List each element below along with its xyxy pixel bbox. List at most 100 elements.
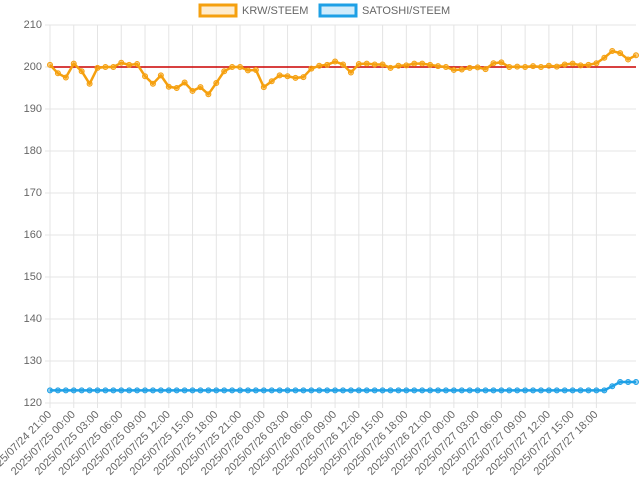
- point: [157, 387, 164, 394]
- point: [54, 70, 61, 77]
- point: [86, 80, 93, 87]
- point: [229, 387, 236, 394]
- point: [419, 60, 426, 67]
- point: [355, 61, 362, 68]
- point: [102, 387, 109, 394]
- point: [569, 387, 576, 394]
- y-tick-label: 170: [24, 187, 42, 199]
- point: [498, 387, 505, 394]
- point: [450, 66, 457, 73]
- point: [363, 60, 370, 67]
- point: [94, 64, 101, 71]
- point: [300, 74, 307, 81]
- point: [403, 387, 410, 394]
- point: [498, 59, 505, 66]
- point: [300, 387, 307, 394]
- point: [522, 387, 529, 394]
- y-tick-label: 180: [24, 145, 42, 157]
- point: [165, 387, 172, 394]
- point: [221, 387, 228, 394]
- point: [340, 387, 346, 394]
- point: [355, 387, 362, 394]
- point: [609, 383, 616, 390]
- point: [395, 62, 402, 69]
- point: [458, 387, 465, 394]
- point: [371, 387, 378, 394]
- point: [537, 387, 544, 394]
- point: [379, 387, 386, 394]
- point: [585, 387, 592, 394]
- point: [545, 62, 552, 69]
- point: [332, 58, 339, 65]
- point: [577, 387, 584, 394]
- point: [284, 387, 291, 394]
- point: [458, 66, 465, 73]
- point: [229, 64, 236, 70]
- point: [189, 87, 196, 94]
- point: [62, 74, 69, 81]
- point: [371, 61, 378, 68]
- point: [537, 64, 544, 70]
- point: [514, 387, 521, 394]
- point: [482, 387, 489, 394]
- point: [197, 387, 204, 394]
- point: [142, 73, 149, 80]
- point: [102, 64, 109, 70]
- point: [110, 64, 117, 70]
- point: [577, 62, 584, 69]
- point: [514, 63, 521, 70]
- point: [268, 387, 275, 394]
- point: [276, 387, 283, 394]
- point: [490, 60, 497, 67]
- point: [244, 67, 251, 74]
- point: [553, 387, 560, 394]
- y-tick-label: 140: [24, 313, 42, 325]
- point: [419, 387, 426, 394]
- point: [530, 387, 537, 394]
- point: [62, 387, 69, 394]
- point: [260, 84, 267, 91]
- point: [213, 79, 220, 86]
- point: [427, 61, 434, 68]
- point: [47, 387, 53, 394]
- y-tick-label: 150: [24, 271, 42, 283]
- point: [561, 61, 568, 68]
- point: [625, 379, 632, 385]
- point: [347, 387, 354, 394]
- y-tick-label: 130: [24, 355, 42, 367]
- point: [221, 68, 228, 75]
- point: [387, 64, 394, 71]
- point: [292, 387, 299, 394]
- point: [244, 387, 251, 394]
- point: [205, 91, 212, 98]
- legend-swatch: [198, 3, 238, 18]
- point: [561, 387, 568, 394]
- point: [553, 63, 560, 70]
- point: [316, 387, 323, 394]
- point: [474, 64, 481, 71]
- point: [134, 61, 141, 68]
- point: [292, 74, 299, 81]
- point: [466, 64, 473, 71]
- point: [403, 62, 410, 69]
- point: [181, 79, 188, 86]
- point: [308, 65, 315, 72]
- point: [593, 387, 600, 394]
- point: [54, 387, 61, 394]
- point: [387, 387, 394, 394]
- point: [522, 64, 529, 70]
- point: [379, 61, 386, 68]
- point: [308, 387, 315, 394]
- point: [324, 61, 331, 68]
- point: [70, 60, 77, 67]
- point: [435, 387, 442, 394]
- point: [94, 387, 101, 394]
- point: [70, 387, 77, 394]
- point: [110, 387, 117, 394]
- point: [340, 61, 346, 68]
- point: [633, 379, 639, 385]
- point: [442, 64, 449, 70]
- point: [118, 387, 125, 394]
- point: [237, 64, 244, 70]
- point: [601, 387, 608, 394]
